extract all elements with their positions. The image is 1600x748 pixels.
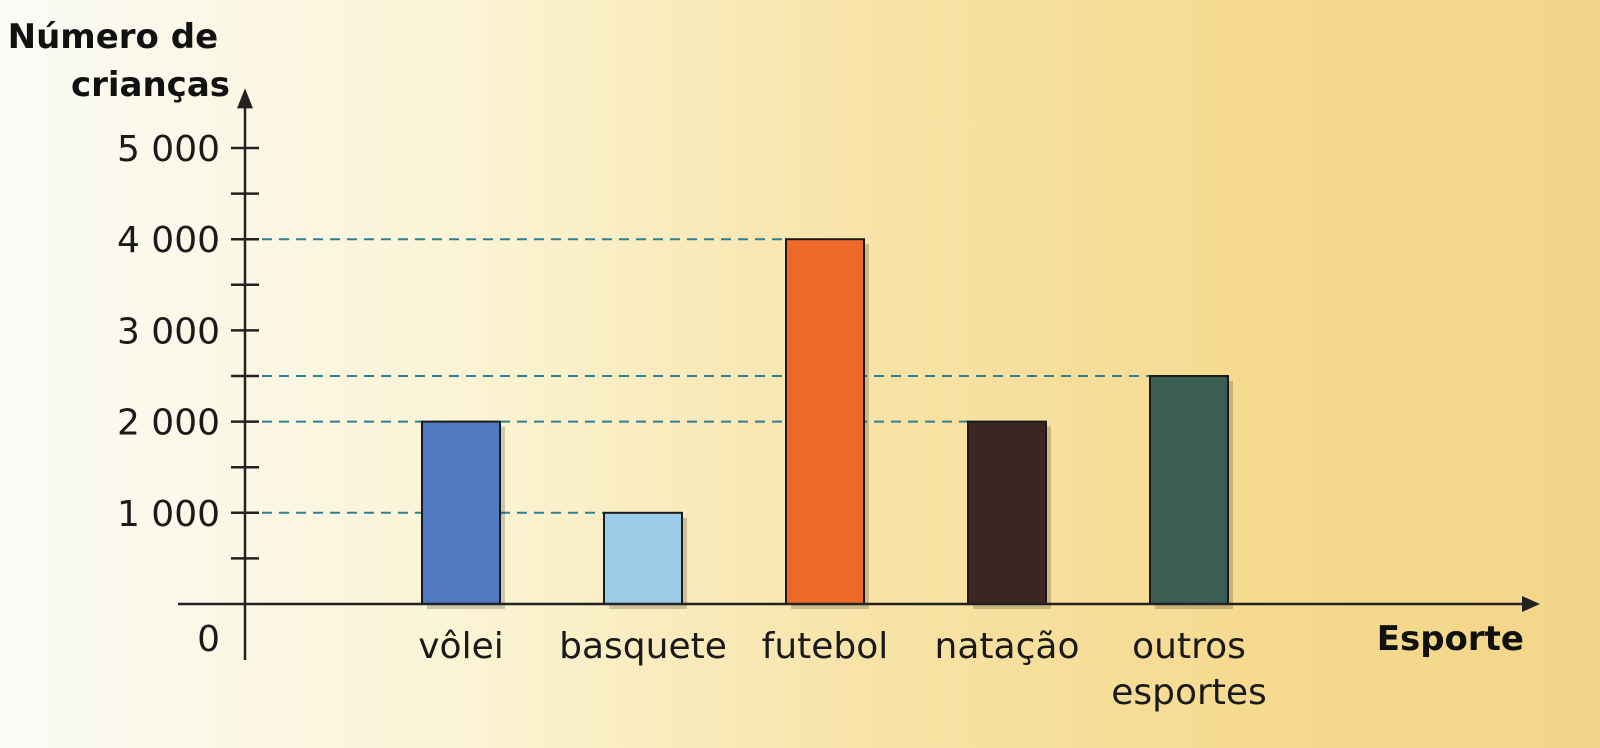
y-ticks: 0 1 000 2 000 3 000 4 000 5 000 bbox=[117, 129, 259, 660]
y-tick-label: 4 000 bbox=[117, 220, 220, 261]
y-tick-label: 3 000 bbox=[117, 311, 220, 352]
bar bbox=[421, 420, 501, 605]
category-labels: vôlei basquete futebol natação outros esporte… bbox=[418, 626, 1267, 713]
category-label: natação bbox=[935, 626, 1080, 667]
bar bbox=[603, 511, 683, 605]
category-label: futebol bbox=[762, 626, 889, 667]
x-axis-arrow bbox=[1522, 596, 1540, 612]
category-label: vôlei bbox=[418, 626, 503, 667]
y-axis-title-line: Número de bbox=[8, 17, 219, 57]
category-label: outros bbox=[1132, 626, 1246, 667]
y-tick-label: 1 000 bbox=[117, 494, 220, 535]
y-axis-arrow bbox=[237, 88, 253, 109]
y-tick-label: 5 000 bbox=[117, 129, 220, 170]
bar bbox=[1149, 375, 1229, 605]
category-label: esportes bbox=[1111, 672, 1267, 713]
bar bbox=[785, 238, 865, 605]
y-axis-title-line: crianças bbox=[71, 65, 230, 105]
y-tick-label: 2 000 bbox=[117, 403, 220, 444]
x-axis-title: Esporte bbox=[1377, 619, 1524, 659]
category-label: basquete bbox=[559, 626, 727, 667]
y-tick-label: 0 bbox=[197, 619, 220, 660]
bars bbox=[421, 238, 1233, 609]
bar bbox=[967, 420, 1047, 605]
y-axis-title: Número de crianças bbox=[8, 17, 230, 105]
